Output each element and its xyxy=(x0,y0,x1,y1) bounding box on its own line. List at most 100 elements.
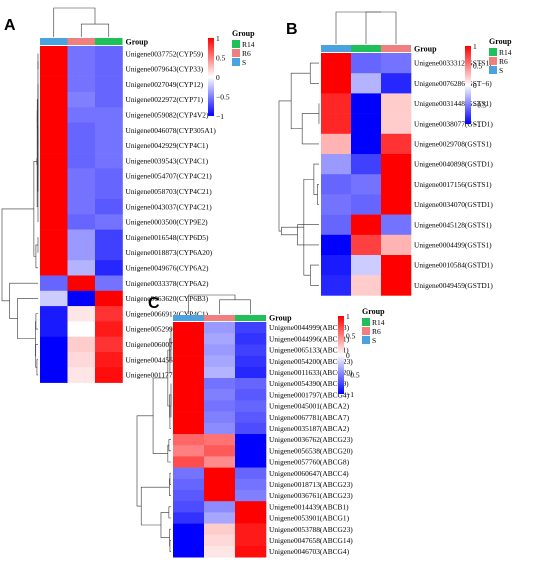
heatmap-cell xyxy=(351,133,382,155)
group-annotation-R14 xyxy=(235,315,266,321)
heatmap-cell xyxy=(173,478,205,491)
heatmap-cell xyxy=(351,214,382,236)
heatmap-cell xyxy=(95,321,123,337)
colorbar-tick-label: −1 xyxy=(346,390,354,399)
heatmap-cell xyxy=(67,367,96,383)
row-label: Unigene0033312(GSTS1) xyxy=(414,59,492,68)
heatmap-cell xyxy=(67,199,96,215)
group-annotation-title: Group xyxy=(126,38,149,47)
heatmap-cell xyxy=(204,389,236,401)
group-annotation-S xyxy=(173,315,204,321)
heatmap-cell xyxy=(235,411,267,424)
row-dendrogram-branch xyxy=(169,528,171,547)
heatmap-cell xyxy=(67,260,96,276)
heatmap-cell xyxy=(351,154,382,175)
heatmap-cell xyxy=(204,333,236,345)
colorbar-tick-label: 0 xyxy=(473,81,477,90)
heatmap-cell xyxy=(351,194,382,215)
heatmap-cell xyxy=(204,546,236,558)
heatmap-cell xyxy=(173,523,205,536)
heatmap-cell xyxy=(204,344,236,356)
heatmap-cell xyxy=(381,93,412,114)
heatmap-cell xyxy=(67,352,96,368)
row-dendrogram-branch xyxy=(160,512,170,538)
heatmap-cell xyxy=(381,53,412,74)
heatmap-cell xyxy=(173,411,205,424)
legend-swatch-S xyxy=(489,66,497,74)
row-dendrogram-branch xyxy=(281,226,304,236)
row-label: Unigene0045001(ABCA2) xyxy=(269,402,350,411)
heatmap-cell xyxy=(235,456,267,468)
heatmap-cell xyxy=(67,306,96,322)
row-dendrogram-branch xyxy=(168,439,171,452)
row-label: Unigene0053901(ABCG1) xyxy=(269,514,350,523)
heatmap-cell xyxy=(204,501,236,513)
group-annotation-R6 xyxy=(204,315,235,321)
row-dendrogram-branch xyxy=(310,264,319,286)
group-annotation-R6 xyxy=(381,45,411,52)
row-label: Unigene0066912(CYP4C1) xyxy=(126,309,209,318)
heatmap-cell xyxy=(235,366,267,379)
legend-label-S: S xyxy=(372,336,376,345)
heatmap-cell xyxy=(321,73,352,94)
row-dendrogram xyxy=(1,53,39,376)
colorbar-tick-label: 1 xyxy=(346,312,350,321)
row-label: Unigene0058703(CYP4C21) xyxy=(126,187,213,196)
heatmap-cell xyxy=(67,244,96,261)
heatmap-cell xyxy=(351,53,382,74)
colorbar-tick-label: −0.5 xyxy=(216,93,230,102)
colorbar-tick-label: 0.5 xyxy=(346,332,356,341)
colorbar xyxy=(338,316,344,394)
row-label: Unigene0029708(GSTS1) xyxy=(414,140,492,149)
heatmap-cell xyxy=(235,478,267,491)
row-dendrogram-branch xyxy=(169,472,171,485)
heatmap-cell xyxy=(95,199,123,215)
row-dendrogram-branch xyxy=(301,113,319,145)
row-label: Unigene0010584(GSTD1) xyxy=(414,261,493,270)
row-dendrogram-branch xyxy=(278,100,292,232)
heatmap-cell xyxy=(173,434,205,446)
heatmap-cell xyxy=(381,275,412,296)
heatmap-cell xyxy=(235,445,267,457)
heatmap-cell xyxy=(235,512,267,524)
heatmap-cell xyxy=(67,275,96,292)
heatmap-cell xyxy=(173,322,205,334)
row-label: Unigene0044999(ABCA3) xyxy=(269,323,350,332)
heatmap-cell xyxy=(381,255,412,276)
heatmap-cell xyxy=(173,422,205,435)
heatmap-cell xyxy=(235,422,267,435)
heatmap-cell xyxy=(95,107,123,123)
colorbar xyxy=(465,46,471,124)
heatmap-cell xyxy=(321,174,352,195)
row-label: Unigene0033378(CYP6A2) xyxy=(126,279,209,288)
heatmap-cell xyxy=(173,512,205,524)
heatmap-cell xyxy=(235,344,267,356)
row-dendrogram-branch xyxy=(167,444,171,463)
heatmap-cell xyxy=(40,122,68,139)
legend-swatch-S xyxy=(232,58,240,66)
heatmap-cell xyxy=(204,467,236,480)
heatmap-cell xyxy=(204,322,236,334)
row-label: Unigene0044996(ABCA1) xyxy=(269,334,350,343)
heatmap-cell xyxy=(321,133,352,155)
colorbar-tick-label: −0.5 xyxy=(346,371,360,380)
heatmap-cell xyxy=(204,434,236,446)
heatmap-cell xyxy=(235,400,267,412)
colorbar-tick-label: −1 xyxy=(473,120,481,129)
row-dendrogram-branch xyxy=(317,184,319,205)
row-label: Unigene0054200(ABCG23) xyxy=(269,357,353,366)
heatmap-cell xyxy=(235,490,267,502)
heatmap-cell xyxy=(321,214,352,236)
heatmap-cell xyxy=(321,113,352,135)
heatmap-cell xyxy=(173,366,205,379)
heatmap-cell xyxy=(95,367,123,383)
heatmap-cell xyxy=(40,137,68,154)
legend-label-R14: R14 xyxy=(499,48,512,57)
heatmap-cell xyxy=(351,174,382,195)
row-dendrogram-branch xyxy=(303,178,314,276)
heatmap-cell xyxy=(381,113,412,135)
heatmap-cell xyxy=(321,93,352,114)
heatmap-cell xyxy=(40,46,68,62)
heatmap-cell xyxy=(40,153,68,169)
heatmap-cell xyxy=(40,275,68,292)
